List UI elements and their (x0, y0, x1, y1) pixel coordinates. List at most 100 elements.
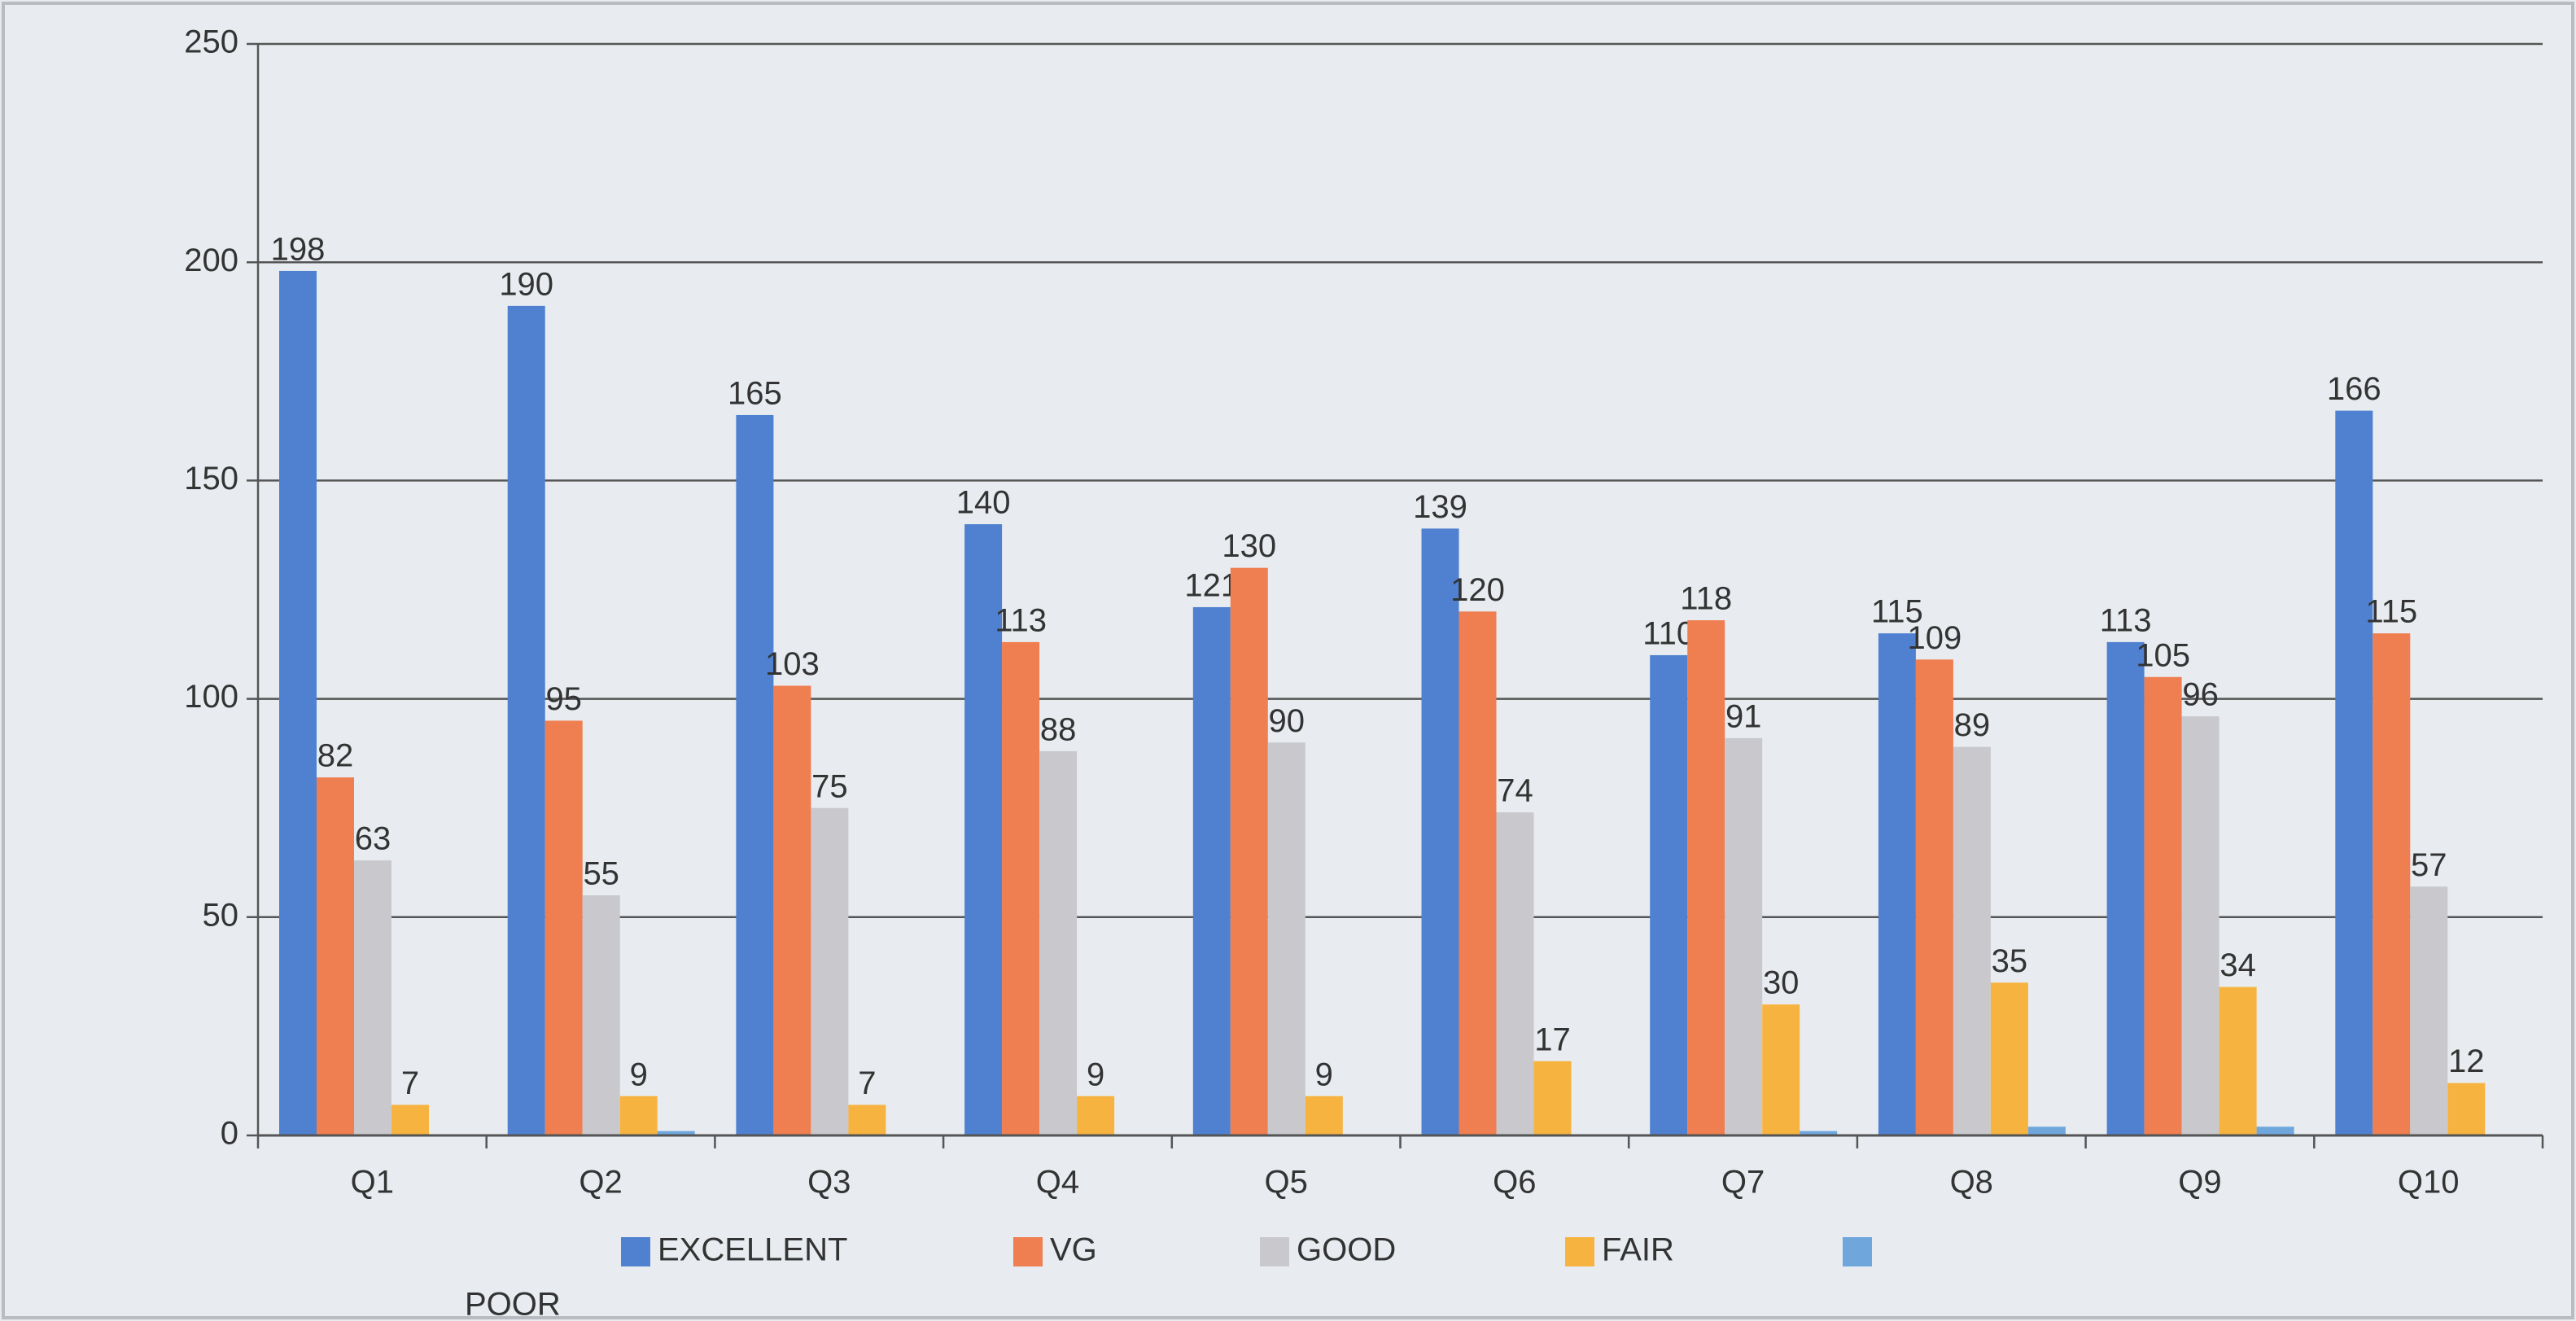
x-tick-label: Q10 (2398, 1165, 2460, 1201)
data-label: 75 (811, 768, 848, 804)
data-label: 96 (2182, 677, 2219, 713)
bar (2219, 986, 2257, 1135)
bar (1305, 1096, 1343, 1135)
data-label: 89 (1954, 707, 1991, 743)
legend-swatch (1013, 1237, 1043, 1266)
data-label: 88 (1040, 712, 1077, 748)
data-label: 115 (1871, 594, 1923, 630)
data-label: 9 (1315, 1056, 1333, 1092)
y-tick-label: 150 (184, 461, 238, 496)
legend-swatch (1843, 1237, 1872, 1266)
legend-swatch (1260, 1237, 1289, 1266)
bar (1953, 746, 1991, 1135)
data-label: 139 (1413, 489, 1467, 525)
data-label: 9 (630, 1056, 648, 1092)
data-label: 130 (1222, 528, 1276, 564)
bar (811, 807, 849, 1135)
bar (2373, 633, 2411, 1135)
bar (1459, 611, 1497, 1135)
bar (1039, 750, 1078, 1135)
bar (354, 860, 391, 1135)
bar (848, 1104, 886, 1135)
data-label: 7 (401, 1065, 419, 1101)
data-label: 190 (499, 266, 553, 302)
data-label: 63 (355, 821, 391, 857)
bar (1878, 633, 1916, 1135)
bar (2144, 676, 2182, 1135)
x-tick-label: Q3 (807, 1165, 851, 1201)
legend-label: VG (1050, 1232, 1097, 1268)
x-tick-label: Q4 (1036, 1165, 1079, 1201)
bar (964, 524, 1003, 1135)
data-label: 115 (2365, 594, 2417, 630)
data-label: 57 (2411, 847, 2447, 883)
bar (2027, 1126, 2066, 1135)
data-label: 113 (2100, 602, 2152, 638)
bar (1650, 654, 1688, 1135)
data-label: 91 (1725, 698, 1762, 734)
data-label: 121 (1184, 568, 1239, 604)
bar (1267, 742, 1305, 1135)
bar (619, 1096, 658, 1135)
bar (1230, 567, 1268, 1135)
bar (1496, 812, 1534, 1135)
bar (1002, 641, 1040, 1135)
legend-label: FAIR (1602, 1232, 1674, 1268)
y-tick-label: 250 (184, 24, 238, 60)
x-tick-label: Q1 (351, 1165, 394, 1201)
bar (1762, 1004, 1800, 1135)
data-label: 95 (545, 681, 582, 717)
data-label: 55 (583, 856, 619, 892)
x-tick-label: Q8 (1950, 1165, 1993, 1201)
legend-label: GOOD (1297, 1232, 1396, 1268)
bar (2447, 1083, 2486, 1135)
bar (2106, 641, 2145, 1135)
bar (2335, 410, 2373, 1135)
data-label: 30 (1763, 965, 1800, 1001)
data-label: 103 (765, 646, 820, 682)
bar (2410, 886, 2448, 1135)
data-label: 120 (1450, 572, 1505, 608)
bar (1077, 1096, 1115, 1135)
data-label: 113 (995, 602, 1047, 638)
bar (507, 305, 545, 1136)
data-label: 82 (317, 738, 354, 774)
data-label: 17 (1534, 1021, 1571, 1057)
legend-swatch (1565, 1237, 1594, 1266)
y-tick-label: 100 (184, 679, 238, 715)
legend-label: EXCELLENT (658, 1232, 847, 1268)
data-label: 74 (1497, 773, 1533, 809)
x-tick-label: Q5 (1264, 1165, 1307, 1201)
bar (1990, 982, 2028, 1135)
bar (2256, 1126, 2294, 1135)
legend-label: POOR (465, 1287, 561, 1321)
bar (773, 685, 811, 1135)
bar (279, 270, 317, 1136)
data-label: 12 (2448, 1043, 2485, 1079)
x-tick-label: Q2 (579, 1165, 622, 1201)
legend-swatch (621, 1237, 650, 1266)
y-tick-label: 50 (203, 897, 239, 933)
data-label: 109 (1908, 620, 1962, 656)
y-tick-label: 0 (221, 1116, 238, 1152)
data-label: 35 (1992, 943, 2028, 979)
data-label: 7 (858, 1065, 876, 1101)
data-label: 9 (1087, 1056, 1104, 1092)
x-tick-label: Q9 (2178, 1165, 2221, 1201)
data-label: 198 (271, 231, 326, 267)
bar (1192, 606, 1231, 1135)
bar (1915, 659, 1953, 1135)
data-label: 165 (728, 376, 782, 412)
bar (582, 895, 620, 1135)
bar (1533, 1061, 1572, 1135)
bar (736, 414, 774, 1135)
x-tick-label: Q6 (1493, 1165, 1536, 1201)
x-tick-label: Q7 (1721, 1165, 1765, 1201)
bar (657, 1131, 695, 1135)
data-label: 166 (2327, 371, 2381, 407)
data-label: 118 (1680, 581, 1732, 617)
bar (391, 1104, 429, 1135)
bar (1725, 737, 1763, 1135)
